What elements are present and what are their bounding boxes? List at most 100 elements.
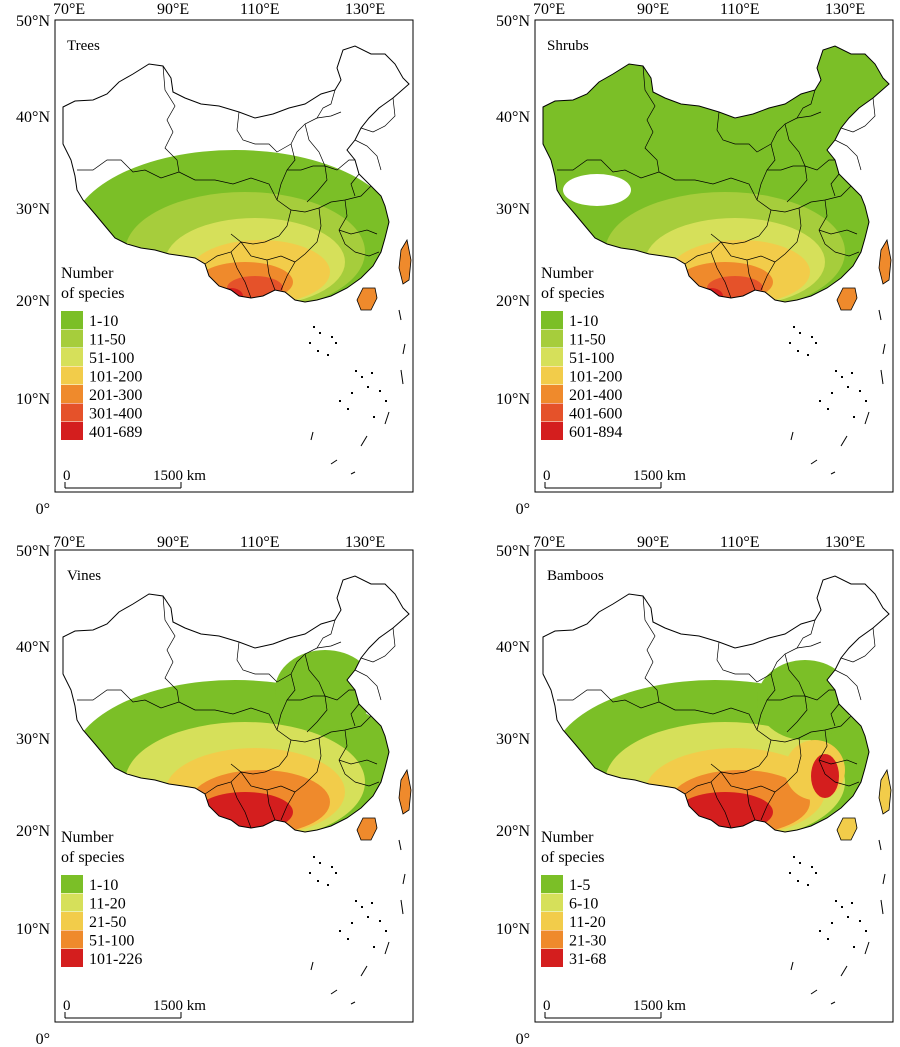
island-dot	[811, 866, 813, 868]
lat-label: 0°	[36, 1031, 50, 1047]
lat-label: 50°N	[16, 13, 50, 30]
legend-title: Number	[541, 265, 594, 282]
legend-label: 51-100	[89, 933, 134, 950]
country-border	[62, 575, 410, 833]
island-dot	[319, 332, 321, 334]
lat-labels: 50°N 40°N 30°N 20°N 10°N 0°	[16, 543, 50, 1047]
island-dot	[807, 884, 809, 886]
boundary-dash	[864, 411, 870, 425]
province-border	[338, 759, 378, 765]
lon-label: 70°E	[533, 1, 565, 18]
lat-label: 10°N	[496, 391, 530, 408]
lon-label: 130°E	[825, 1, 865, 18]
scale-label: 1500 km	[153, 998, 206, 1014]
legend-label: 401-689	[89, 424, 142, 441]
legend-swatch	[61, 912, 83, 930]
island-dot	[859, 390, 861, 392]
island-dot	[373, 946, 375, 948]
province-border	[756, 641, 822, 731]
province-border	[796, 619, 816, 649]
lon-label: 90°E	[157, 1, 189, 18]
island	[878, 238, 892, 285]
legend-title: Number	[61, 265, 114, 282]
island-dot	[339, 400, 341, 402]
island-dot	[339, 930, 341, 932]
island-dot	[835, 900, 837, 902]
province-border	[360, 97, 396, 133]
lat-label: 50°N	[16, 543, 50, 560]
island-dot	[309, 872, 311, 874]
province-border	[840, 97, 876, 133]
lat-label: 30°N	[16, 731, 50, 748]
legend-label: 401-600	[569, 406, 622, 423]
lon-label: 90°E	[637, 534, 669, 551]
country-border	[542, 575, 890, 833]
lon-labels: 70°E 90°E 110°E 130°E	[53, 1, 385, 18]
island-dot	[309, 342, 311, 344]
boundary-dash	[330, 459, 338, 465]
province-border	[276, 715, 372, 743]
island-dot	[815, 872, 817, 874]
island	[398, 238, 412, 285]
lat-label: 40°N	[496, 639, 530, 656]
lat-label: 10°N	[16, 921, 50, 938]
lon-label: 130°E	[345, 1, 385, 18]
province-border	[236, 111, 292, 153]
province-border	[767, 165, 805, 171]
boundary-dash	[398, 839, 402, 851]
legend-swatch	[61, 311, 83, 329]
island-dot	[327, 354, 329, 356]
boundary-dash	[810, 989, 818, 995]
province-border	[287, 695, 325, 701]
island-dot	[789, 872, 791, 874]
lat-label: 20°N	[16, 823, 50, 840]
island-dot	[819, 400, 821, 402]
island-dot	[831, 392, 833, 394]
boundary-dash	[830, 471, 836, 475]
province-border	[338, 229, 378, 235]
island-dot	[815, 342, 817, 344]
island-dot	[827, 938, 829, 940]
island	[836, 817, 858, 841]
legend-swatch	[61, 385, 83, 403]
legend-swatch	[541, 348, 563, 366]
island-dot	[371, 372, 373, 374]
province-border	[354, 669, 382, 701]
island	[836, 287, 858, 311]
province-border	[280, 207, 322, 291]
province-border	[818, 759, 858, 765]
province-border	[204, 771, 242, 795]
legend-swatch	[61, 366, 83, 385]
panel-title: Vines	[67, 568, 101, 584]
scale-bar: 0 1500 km	[543, 998, 686, 1019]
legend-label: 11-50	[89, 332, 126, 349]
island-dot	[853, 946, 855, 948]
legend-swatch	[541, 329, 563, 348]
boundary-dash	[880, 369, 884, 385]
legend-label: 1-5	[569, 877, 590, 894]
island-dot	[317, 350, 319, 352]
province-border	[804, 159, 835, 171]
lat-label: 0°	[516, 501, 530, 518]
lon-labels: 70°E 90°E 110°E 130°E	[53, 534, 385, 551]
lon-label: 90°E	[637, 1, 669, 18]
lat-label: 20°N	[496, 823, 530, 840]
province-border	[804, 689, 835, 701]
legend-swatch	[541, 949, 563, 967]
boundary-dash	[402, 873, 406, 885]
scale-label: 1500 km	[633, 998, 686, 1014]
lat-label: 50°N	[496, 13, 530, 30]
island-dot	[799, 332, 801, 334]
legend-title: Number	[541, 829, 594, 846]
province-border	[360, 627, 396, 663]
legend-label: 101-226	[89, 951, 142, 968]
legend-label: 31-68	[569, 951, 606, 968]
legend-swatch	[541, 403, 563, 422]
province-border	[354, 781, 380, 787]
lat-label: 0°	[516, 1031, 530, 1047]
legend-title: of species	[541, 285, 605, 302]
boundary-dash	[882, 343, 886, 355]
lat-label: 40°N	[16, 109, 50, 126]
legend-label: 1-10	[89, 313, 118, 330]
